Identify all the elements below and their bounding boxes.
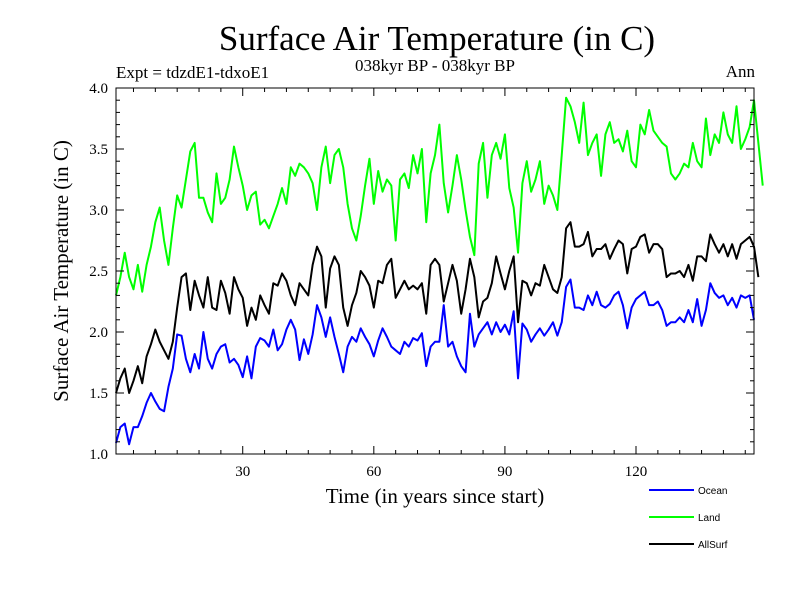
y-tick-label: 4.0 <box>89 81 108 97</box>
period-label: Ann <box>726 62 756 81</box>
ticks-layer: 30 60 90 120 1.0 1.5 2.0 2.5 3.0 3.5 4.0 <box>89 81 754 480</box>
y-tick-label: 2.5 <box>89 264 108 280</box>
y-tick-label: 1.0 <box>89 447 108 463</box>
series-line-allsurf <box>115 221 760 394</box>
y-axis-label: Surface Air Temperature (in C) <box>49 140 73 402</box>
x-tick-label: 90 <box>497 464 512 480</box>
series-line-ocean <box>115 278 755 446</box>
series-layer <box>115 96 764 446</box>
series-line-land <box>115 96 764 296</box>
chart-subtitle: 038kyr BP - 038kyr BP <box>355 56 515 75</box>
y-tick-label: 3.0 <box>89 203 108 219</box>
x-tick-label: 120 <box>625 464 648 480</box>
legend-label-ocean: Ocean <box>698 486 727 497</box>
legend-label-allsurf: AllSurf <box>698 540 728 551</box>
y-tick-label: 3.5 <box>89 142 108 158</box>
y-tick-label: 2.0 <box>89 325 108 341</box>
y-tick-label: 1.5 <box>89 386 108 402</box>
chart-title: Surface Air Temperature (in C) <box>219 19 655 58</box>
x-tick-label: 30 <box>235 464 250 480</box>
legend-label-land: Land <box>698 513 720 524</box>
x-axis-label: Time (in years since start) <box>326 484 545 508</box>
x-tick-label: 60 <box>366 464 381 480</box>
experiment-label: Expt = tdzdE1-tdxoE1 <box>116 63 269 82</box>
legend: Ocean Land AllSurf <box>649 486 728 551</box>
plot-frame <box>115 87 755 455</box>
